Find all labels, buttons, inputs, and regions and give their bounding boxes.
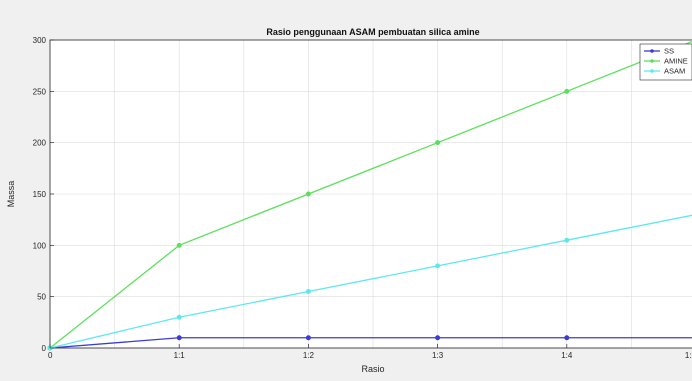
legend-marker-amine: [650, 59, 654, 63]
y-tick-label: 100: [33, 241, 47, 250]
data-point-amine: [564, 88, 570, 94]
data-point-asam: [435, 263, 441, 269]
data-point-ss: [176, 335, 182, 341]
legend-label-asam: ASAM: [664, 67, 685, 76]
series-line-ss: [49, 337, 692, 349]
data-point-asam: [564, 237, 570, 243]
x-tick-label: 1:5: [685, 351, 692, 360]
data-point-asam: [176, 314, 182, 320]
legend-label-ss: SS: [664, 47, 674, 56]
data-point-asam: [305, 289, 311, 295]
series-layer: [47, 40, 692, 351]
legend-marker-asam: [650, 69, 654, 73]
data-point-amine: [435, 140, 441, 146]
legend-box: [639, 43, 692, 81]
legend-marker-ss: [650, 49, 654, 53]
series-line-amine: [49, 40, 692, 349]
y-tick-label: 200: [33, 139, 47, 148]
x-tick-label: 0: [48, 351, 53, 360]
y-tick-label: 250: [33, 87, 47, 96]
x-tick-label: 1:3: [432, 351, 444, 360]
x-axis-label: Rasio: [361, 364, 384, 374]
y-tick-label: 50: [37, 293, 46, 302]
x-tick-label: 1:4: [561, 351, 573, 360]
data-point-amine: [305, 191, 311, 197]
data-point-ss: [435, 335, 441, 341]
data-point-amine: [176, 242, 182, 248]
y-axis-ticks: 0 50 100 150 200 250 300: [33, 36, 54, 353]
data-point-ss: [564, 335, 570, 341]
data-point-ss: [305, 335, 311, 341]
x-tick-label: 1:1: [174, 351, 186, 360]
x-tick-label: 1:2: [303, 351, 315, 360]
y-tick-label: 300: [33, 36, 47, 45]
x-axis-ticks: 0 1:1 1:2 1:3 1:4 1:5: [48, 344, 692, 360]
chart-title: Rasio penggunaan ASAM pembuatan silica a…: [266, 27, 479, 37]
series-line-asam: [49, 214, 692, 349]
y-axis-label: Massa: [6, 181, 16, 208]
y-tick-label: 150: [33, 190, 47, 199]
legend-label-amine: AMINE: [664, 57, 688, 66]
y-tick-label: 0: [42, 344, 47, 353]
